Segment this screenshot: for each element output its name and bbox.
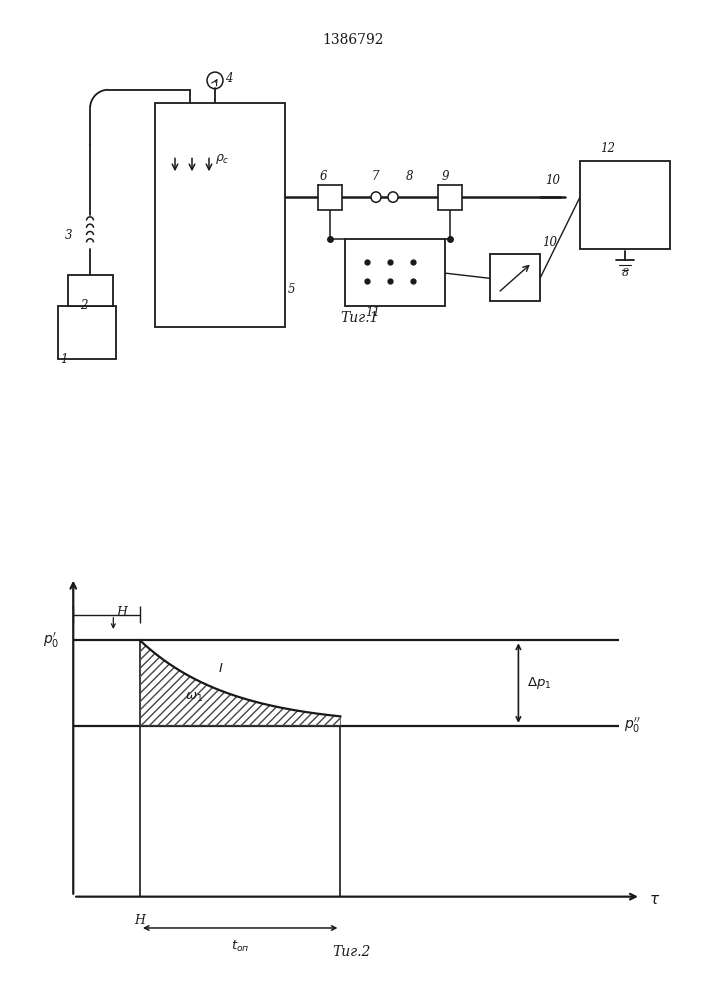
Text: Τиг.1: Τиг.1 [341, 311, 379, 325]
Bar [58, 306, 116, 359]
Text: $t_{оп}$: $t_{оп}$ [231, 939, 250, 954]
Text: 2: 2 [80, 299, 88, 312]
Bar [345, 239, 445, 306]
Bar [438, 185, 462, 210]
Text: H: H [117, 606, 127, 619]
Text: 4: 4 [225, 72, 233, 85]
Text: 8: 8 [622, 268, 629, 278]
Text: 7: 7 [372, 169, 380, 182]
Text: $p_0'$: $p_0'$ [43, 631, 59, 650]
Text: $\tau$: $\tau$ [649, 893, 660, 907]
Bar [155, 103, 285, 327]
Text: $\Delta p_1$: $\Delta p_1$ [527, 675, 551, 691]
Text: 3: 3 [65, 229, 73, 242]
Text: H: H [134, 914, 146, 927]
Text: $I$: $I$ [218, 662, 223, 675]
Text: 1: 1 [60, 353, 67, 366]
Text: 5: 5 [288, 283, 296, 296]
Bar [68, 275, 113, 306]
Text: $p_0''$: $p_0''$ [624, 716, 641, 735]
Text: 12: 12 [600, 142, 615, 155]
Text: $\rho_c$: $\rho_c$ [215, 152, 230, 166]
Text: 10: 10 [545, 174, 560, 187]
Text: 1386792: 1386792 [322, 32, 384, 46]
Text: 8: 8 [406, 169, 414, 182]
Circle shape [388, 192, 398, 202]
Bar [580, 161, 670, 249]
Bar [490, 254, 540, 301]
Text: 10: 10 [542, 236, 557, 249]
Text: Τиг.2: Τиг.2 [332, 945, 370, 959]
Text: 11: 11 [365, 306, 380, 319]
Text: 9: 9 [442, 169, 450, 182]
Circle shape [371, 192, 381, 202]
Bar [318, 185, 342, 210]
Text: 6: 6 [320, 169, 327, 182]
Text: $\omega_1$: $\omega_1$ [185, 691, 203, 704]
